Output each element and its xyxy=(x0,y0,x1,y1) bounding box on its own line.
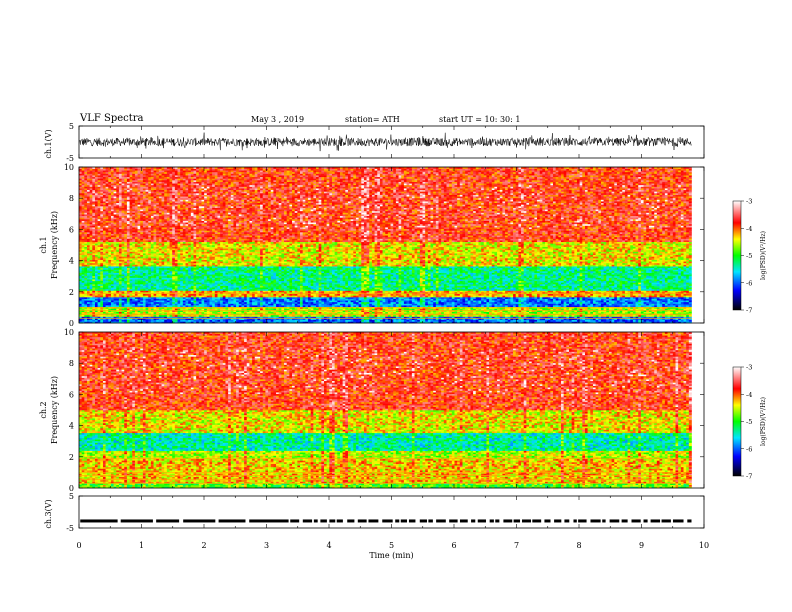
y-tick-label: 5 xyxy=(69,122,74,131)
ch1-spectrogram xyxy=(79,167,692,323)
y-tick-label: -5 xyxy=(66,154,74,163)
ch1-ylabel: ch.1(V) xyxy=(44,129,53,158)
ch1-waveform-line xyxy=(79,133,692,152)
